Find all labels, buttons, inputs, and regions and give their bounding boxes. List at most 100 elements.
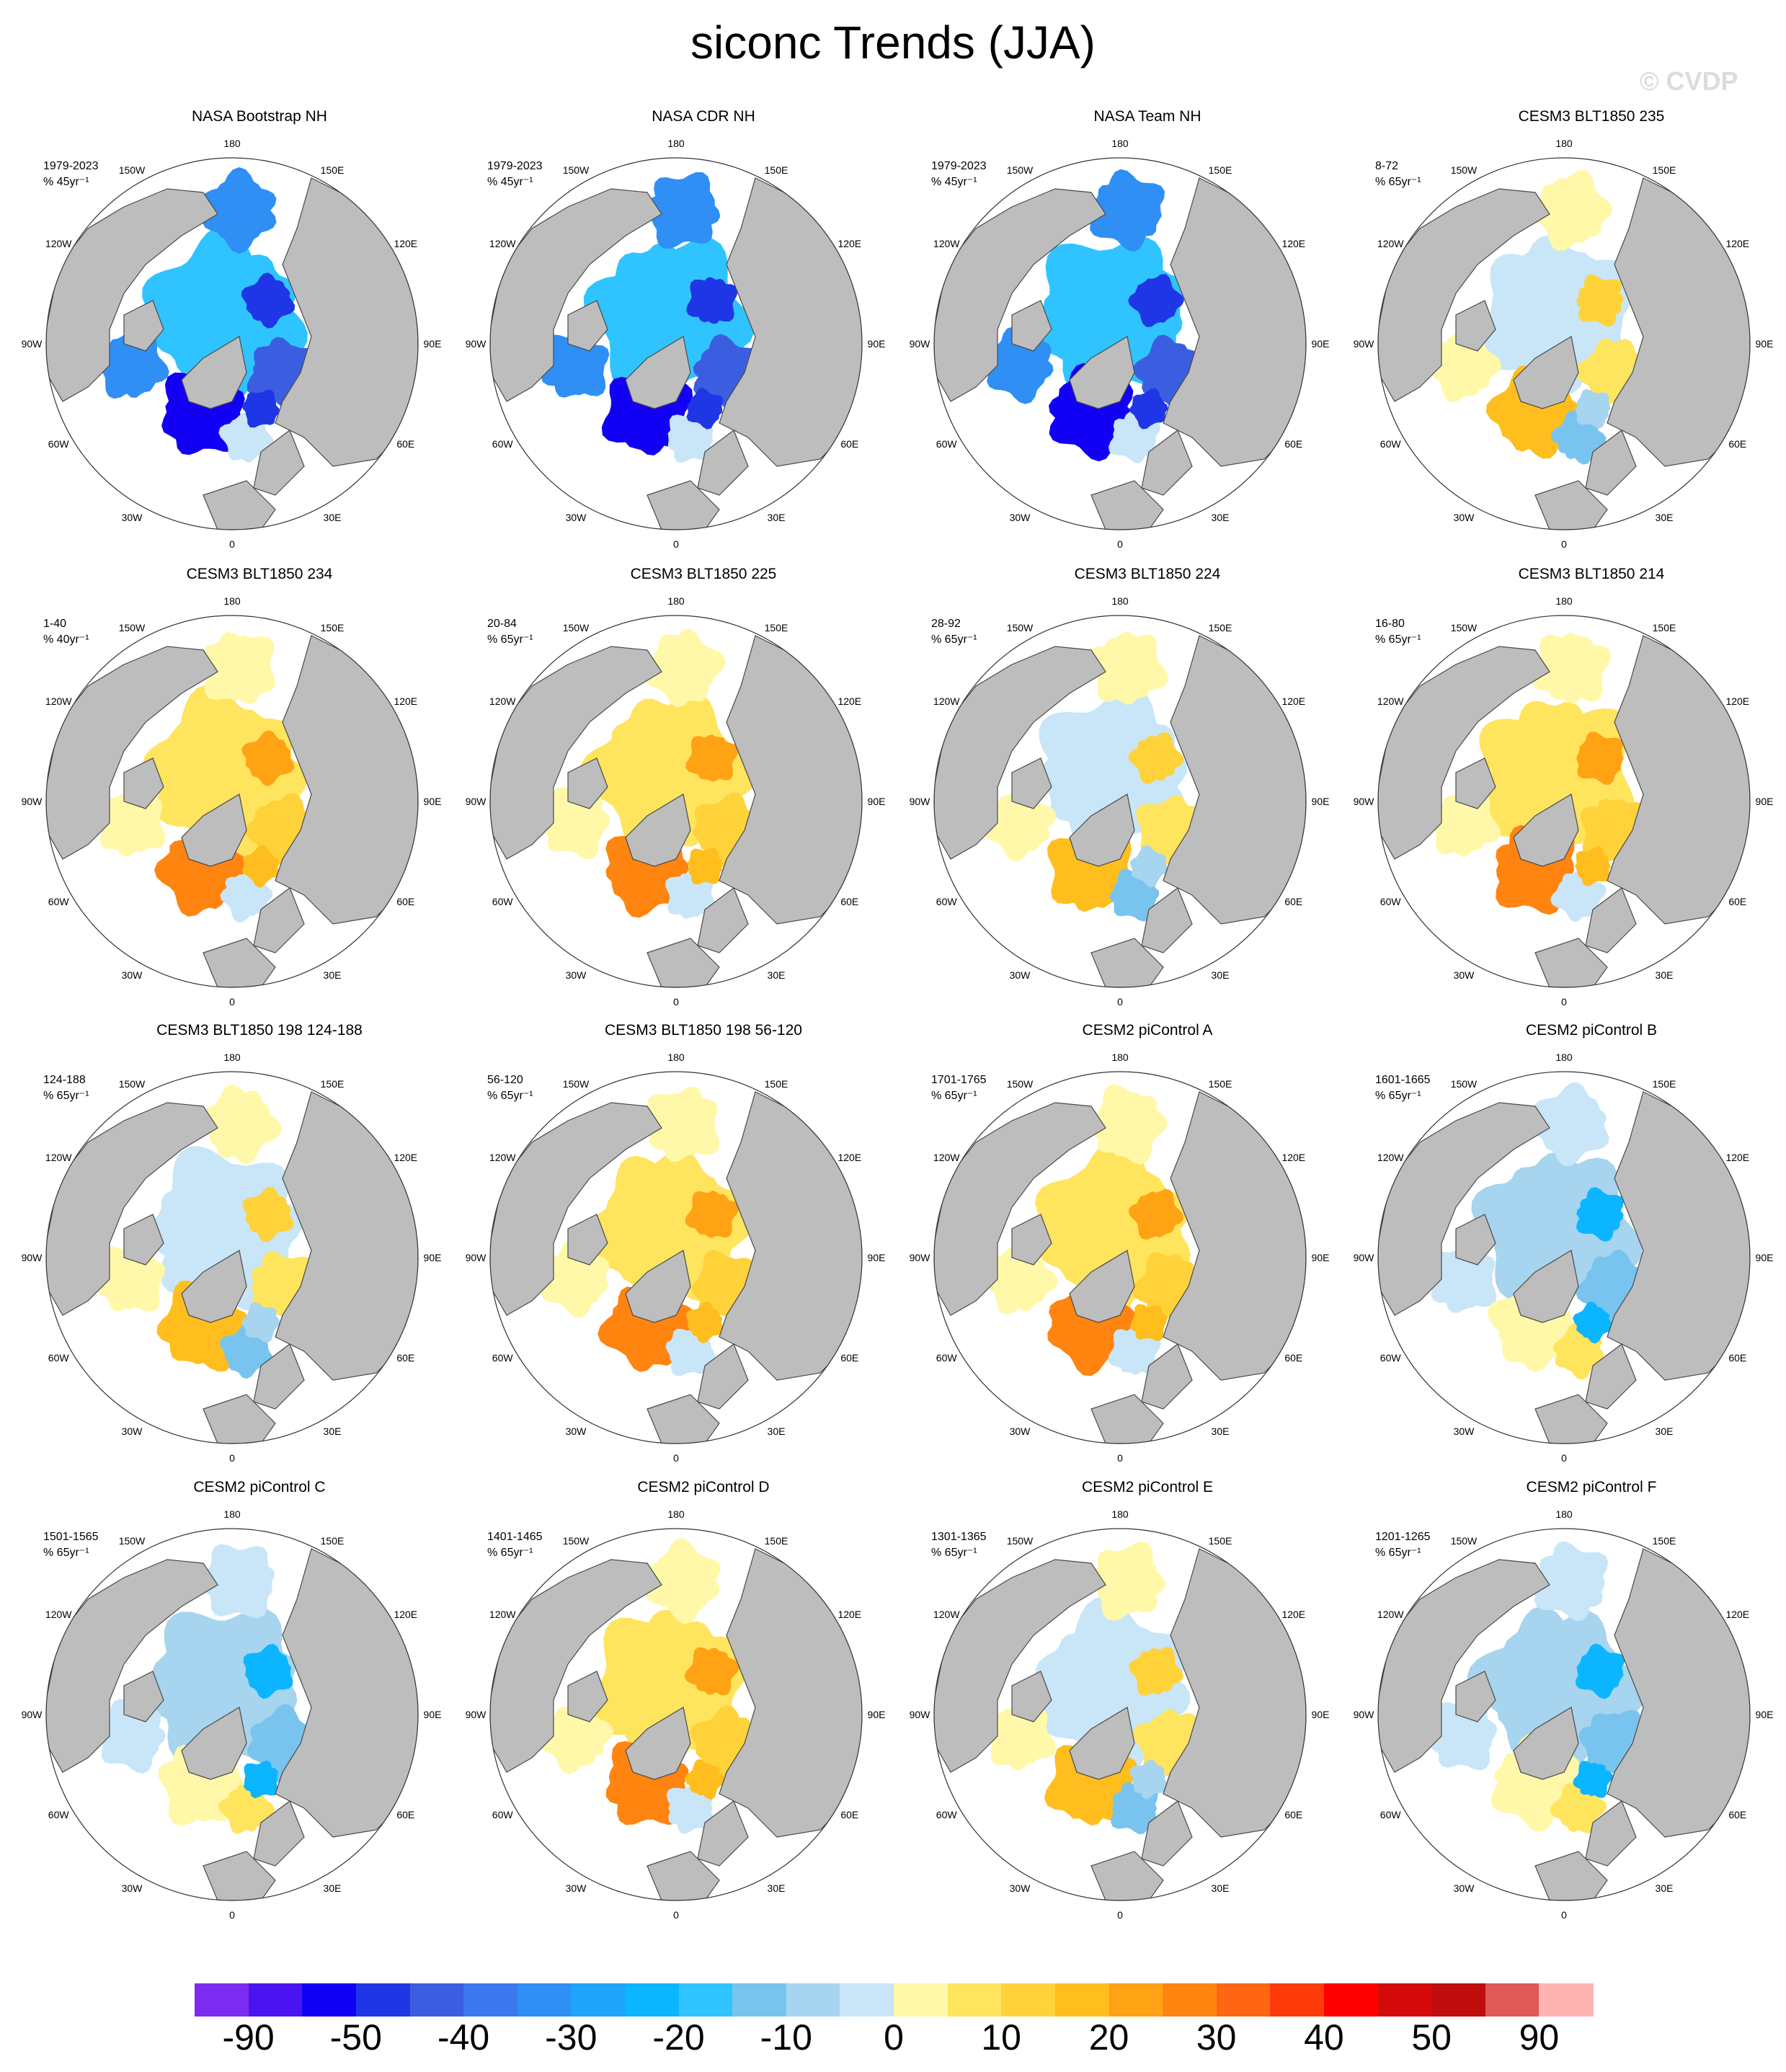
longitude-label: 90W — [910, 1709, 931, 1720]
longitude-label: 120W — [1377, 695, 1404, 707]
longitude-label: 0 — [1117, 996, 1123, 1008]
longitude-label: 90E — [868, 338, 886, 350]
ice-trend-field — [1429, 1082, 1653, 1380]
iceland-uk-land — [203, 480, 276, 530]
north-america-land — [934, 188, 1106, 402]
north-america-land — [934, 646, 1106, 860]
polar-map: 180 150E 120E 90E 60E 30E 0 30W 60W 90W 120W 150W — [466, 1051, 886, 1464]
longitude-label: 150E — [765, 164, 788, 176]
greenland-land — [1069, 1250, 1135, 1323]
longitude-label: 60W — [1380, 896, 1402, 907]
land-mask — [934, 1548, 1306, 1900]
land-mask — [46, 635, 418, 987]
map-panel: CESM3 BLT1850 198 56-120 56-120% 65yr⁻¹ 18… — [466, 1022, 920, 1469]
panel-period: 1501-1565 — [43, 1531, 99, 1543]
longitude-label: 150W — [1451, 164, 1478, 176]
longitude-label: 180 — [1111, 1508, 1129, 1520]
longitude-label: 120E — [838, 695, 861, 707]
longitude-label: 150W — [1007, 164, 1034, 176]
map-panel: CESM3 BLT1850 225 20-84 % 65yr⁻¹ 180 150E 120… — [466, 566, 920, 1013]
longitude-label: 90W — [22, 1709, 43, 1720]
ice-trend-field — [97, 1084, 314, 1379]
longitude-label: 90E — [868, 796, 886, 807]
scandinavia-land — [1585, 1800, 1637, 1867]
map-boundary — [933, 1528, 1307, 1901]
baffin-island-land — [1011, 1671, 1052, 1722]
panel-units: % 65yr⁻¹ — [931, 1090, 977, 1102]
baffin-island-land — [1455, 1214, 1496, 1266]
map-panel: CESM2 piControl C 1501-1565 % 65yr⁻¹ 180 150… — [22, 1479, 476, 1926]
longitude-label: 120E — [1725, 238, 1749, 249]
map-boundary — [489, 1071, 863, 1444]
baffin-island-land — [1011, 1214, 1052, 1266]
bering-okhotsk-trend — [202, 167, 277, 254]
greenland-land — [181, 1250, 247, 1323]
map-boundary — [933, 1071, 1307, 1444]
colorbar-tick-label: -20 — [652, 2017, 705, 2058]
longitude-label: 120E — [838, 1152, 861, 1163]
longitude-label: 60E — [1728, 896, 1746, 907]
colorbar-swatch — [1539, 1983, 1594, 2017]
colorbar-swatch — [355, 1983, 410, 2017]
scandinavia-land — [253, 1800, 305, 1867]
map-panel: CESM3 BLT1850 214 16-80 % 65yr⁻¹ 180 150E 120… — [1354, 566, 1786, 1013]
colorbar-tick-label: 10 — [981, 2017, 1021, 2058]
bering-okhotsk-trend — [197, 1084, 282, 1165]
panel-period: 1201-1265 — [1375, 1531, 1431, 1543]
longitude-label: 0 — [1561, 1452, 1567, 1464]
colorbar — [195, 1983, 1594, 2017]
scandinavia-land — [1585, 430, 1637, 496]
longitude-label: 120W — [933, 1152, 960, 1163]
longitude-label: 150W — [119, 1078, 146, 1090]
panel-title: CESM3 BLT1850 198 56-120 — [605, 1022, 802, 1039]
siberian-shelf-trend — [1128, 732, 1184, 785]
longitude-label: 120W — [1377, 1152, 1404, 1163]
panel-title: CESM2 piControl C — [193, 1479, 326, 1495]
siberian-shelf-trend — [241, 272, 296, 329]
longitude-label: 120W — [45, 1152, 72, 1163]
longitude-label: 120W — [489, 695, 516, 707]
fram-strait-trend — [685, 1301, 724, 1344]
longitude-label: 150E — [1209, 164, 1232, 176]
colorbar-tick-label: 50 — [1411, 2017, 1452, 2058]
greenland-sea-trend — [666, 1782, 715, 1834]
longitude-label: 60E — [840, 1809, 858, 1820]
colorbar-swatch — [248, 1983, 303, 2017]
longitude-label: 60W — [1380, 438, 1402, 450]
land-mask — [46, 1548, 418, 1900]
longitude-label: 60E — [1284, 1352, 1302, 1364]
map-boundary — [933, 157, 1307, 530]
siberian-shelf-trend — [1576, 274, 1624, 327]
longitude-label: 180 — [1555, 138, 1573, 149]
land-mask — [934, 177, 1306, 530]
north-america-land — [934, 1102, 1106, 1316]
longitude-label: 30W — [122, 969, 143, 981]
land-mask — [1378, 1548, 1750, 1900]
greenland-land — [625, 1250, 691, 1323]
north-america-land — [1378, 1559, 1550, 1773]
longitude-label: 90W — [22, 1252, 43, 1263]
longitude-label: 30W — [122, 1882, 143, 1894]
panel-units: % 65yr⁻¹ — [43, 1547, 89, 1559]
colorbar-swatch — [1270, 1983, 1325, 2017]
colorbar-swatch — [463, 1983, 518, 2017]
ice-trend-field — [93, 167, 319, 463]
longitude-label: 30E — [1656, 1426, 1674, 1437]
scandinavia-land — [1141, 887, 1193, 953]
longitude-label: 120E — [394, 1609, 417, 1620]
longitude-label: 150W — [563, 164, 590, 176]
panel-units: % 65yr⁻¹ — [487, 633, 533, 646]
longitude-label: 90W — [1354, 1252, 1375, 1263]
bering-okhotsk-trend — [646, 1538, 721, 1624]
colorbar-swatch — [1431, 1983, 1486, 2017]
longitude-label: 90W — [22, 338, 43, 350]
scandinavia-land — [697, 1800, 749, 1867]
longitude-label: 30E — [324, 1426, 342, 1437]
land-mask — [934, 1091, 1306, 1444]
longitude-label: 150W — [1007, 1078, 1034, 1090]
colorbar-swatch — [1485, 1983, 1540, 2017]
land-mask — [1378, 177, 1750, 530]
longitude-label: 60E — [1284, 1809, 1302, 1820]
longitude-label: 150W — [1451, 1535, 1478, 1547]
longitude-label: 90E — [1312, 338, 1330, 350]
